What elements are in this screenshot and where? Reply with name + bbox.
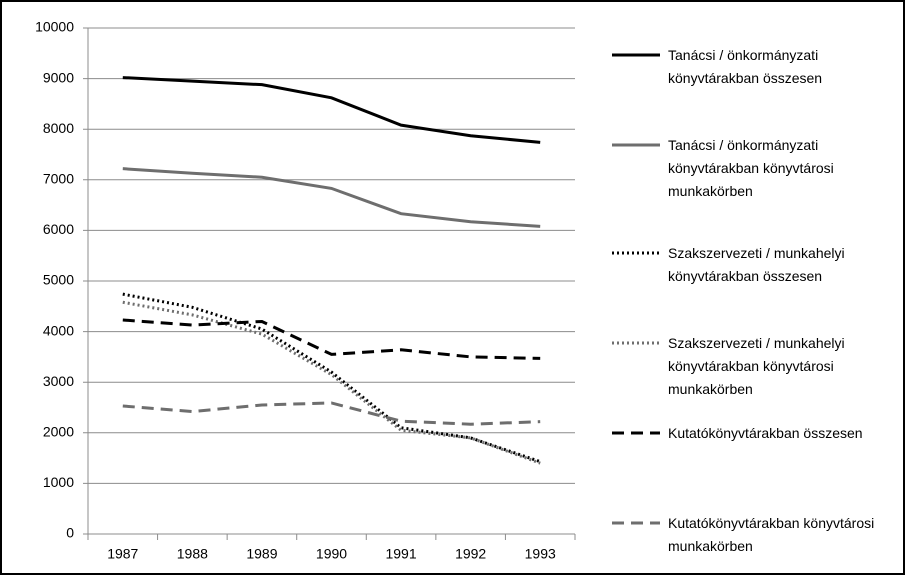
y-tick-label: 9000 — [43, 69, 74, 85]
y-tick-label: 6000 — [43, 221, 74, 237]
x-tick-label: 1993 — [525, 546, 556, 562]
line-series — [122, 401, 541, 426]
line-series — [122, 292, 541, 464]
y-tick-label: 0 — [66, 525, 74, 541]
y-tick-label: 3000 — [43, 373, 74, 389]
legend-label: Kutatókönyvtárakban összesen — [668, 425, 863, 441]
legend-label: Tanácsi / önkormányzati könyvtárakban ös… — [668, 47, 823, 86]
legend-label: Kutatókönyvtárakban könyvtárosi munkakör… — [668, 515, 875, 554]
y-tick-label: 10000 — [35, 19, 74, 35]
legend-label: Szakszervezeti / munkahelyi könyvtárakba… — [668, 245, 845, 284]
x-tick-label: 1991 — [385, 546, 416, 562]
legend-label: Szakszervezeti / munkahelyi könyvtárakba… — [668, 335, 845, 397]
line-series — [122, 318, 541, 360]
x-tick-label: 1990 — [316, 546, 347, 562]
line-series — [122, 76, 541, 144]
legend-label: Tanácsi / önkormányzati könyvtárakban kö… — [668, 137, 834, 199]
y-tick-label: 4000 — [43, 322, 74, 338]
x-tick-label: 1988 — [177, 546, 208, 562]
line-series — [122, 300, 541, 465]
x-tick-label: 1987 — [107, 546, 138, 562]
y-tick-label: 7000 — [43, 171, 74, 187]
y-tick-label: 8000 — [43, 120, 74, 136]
y-tick-label: 1000 — [43, 474, 74, 490]
line-series — [122, 167, 541, 228]
y-tick-label: 2000 — [43, 424, 74, 440]
x-tick-label: 1992 — [455, 546, 486, 562]
x-tick-label: 1989 — [246, 546, 277, 562]
y-tick-label: 5000 — [43, 272, 74, 288]
